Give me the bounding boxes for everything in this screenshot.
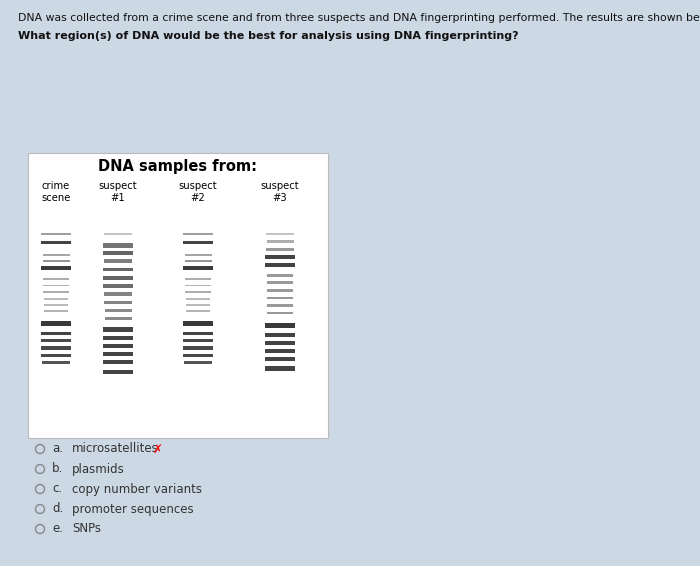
Bar <box>104 233 132 235</box>
Text: e.: e. <box>52 522 63 535</box>
Bar <box>183 339 213 342</box>
Bar <box>103 243 133 247</box>
Text: suspect
#3: suspect #3 <box>260 181 300 203</box>
Bar <box>41 339 71 342</box>
Bar <box>183 332 214 336</box>
Bar <box>265 333 295 337</box>
Text: copy number variants: copy number variants <box>72 482 202 495</box>
Text: DNA was collected from a crime scene and from three suspects and DNA fingerprint: DNA was collected from a crime scene and… <box>18 13 700 23</box>
Bar <box>183 346 213 350</box>
Bar <box>265 255 295 259</box>
Bar <box>104 259 132 263</box>
Text: DNA samples from:: DNA samples from: <box>99 159 258 174</box>
Text: c.: c. <box>52 482 62 495</box>
Bar <box>103 370 133 374</box>
Bar <box>28 153 328 438</box>
Text: ✗: ✗ <box>153 443 162 456</box>
Bar <box>266 248 294 251</box>
Bar <box>104 317 132 320</box>
Bar <box>104 293 132 295</box>
Bar <box>183 321 214 326</box>
Bar <box>267 281 293 284</box>
Bar <box>43 285 69 286</box>
Text: suspect
#1: suspect #1 <box>99 181 137 203</box>
Bar <box>103 361 133 365</box>
Bar <box>265 341 295 345</box>
Bar <box>43 278 69 280</box>
Bar <box>265 323 295 328</box>
Bar <box>41 346 71 350</box>
Bar <box>103 276 133 280</box>
Bar <box>41 233 71 235</box>
Text: promoter sequences: promoter sequences <box>72 503 194 516</box>
Bar <box>267 289 293 291</box>
Bar <box>186 298 210 299</box>
Text: microsatellites: microsatellites <box>72 443 159 456</box>
Bar <box>186 310 210 312</box>
Text: a.: a. <box>52 443 63 456</box>
Bar <box>265 263 295 267</box>
Bar <box>103 251 133 255</box>
Text: crime
scene: crime scene <box>41 181 71 203</box>
Bar <box>267 297 293 299</box>
Bar <box>267 312 293 315</box>
Bar <box>41 241 71 245</box>
Bar <box>43 260 69 262</box>
Bar <box>103 268 133 271</box>
Bar <box>183 266 214 270</box>
Bar <box>265 357 295 361</box>
Bar <box>267 305 293 307</box>
Bar <box>267 274 293 277</box>
Bar <box>185 254 211 256</box>
Bar <box>41 332 71 336</box>
Text: What region(s) of DNA would be the best for analysis using DNA fingerprinting?: What region(s) of DNA would be the best … <box>18 31 519 41</box>
Text: SNPs: SNPs <box>72 522 101 535</box>
Text: suspect
#2: suspect #2 <box>178 181 217 203</box>
Bar <box>103 327 133 332</box>
Bar <box>41 354 71 357</box>
Bar <box>41 266 71 270</box>
Text: d.: d. <box>52 503 63 516</box>
Bar <box>266 233 294 235</box>
Bar <box>183 233 214 235</box>
Bar <box>43 254 69 256</box>
Bar <box>186 278 211 280</box>
Bar <box>265 366 295 371</box>
Bar <box>267 240 293 243</box>
Bar <box>103 352 133 356</box>
Bar <box>44 310 68 312</box>
Bar <box>103 344 133 348</box>
Bar <box>44 304 68 306</box>
Bar <box>183 354 213 357</box>
Bar <box>103 336 133 340</box>
Bar <box>104 301 132 304</box>
Bar <box>186 285 211 286</box>
Bar <box>44 298 68 299</box>
Bar <box>183 241 214 245</box>
Bar <box>185 260 211 262</box>
Bar <box>186 304 210 306</box>
Bar <box>186 291 211 293</box>
Text: b.: b. <box>52 462 63 475</box>
Text: plasmids: plasmids <box>72 462 125 475</box>
Bar <box>41 321 71 326</box>
Bar <box>104 309 132 312</box>
Bar <box>183 361 212 364</box>
Bar <box>41 361 71 364</box>
Bar <box>265 349 295 353</box>
Bar <box>43 291 69 293</box>
Bar <box>103 284 133 288</box>
